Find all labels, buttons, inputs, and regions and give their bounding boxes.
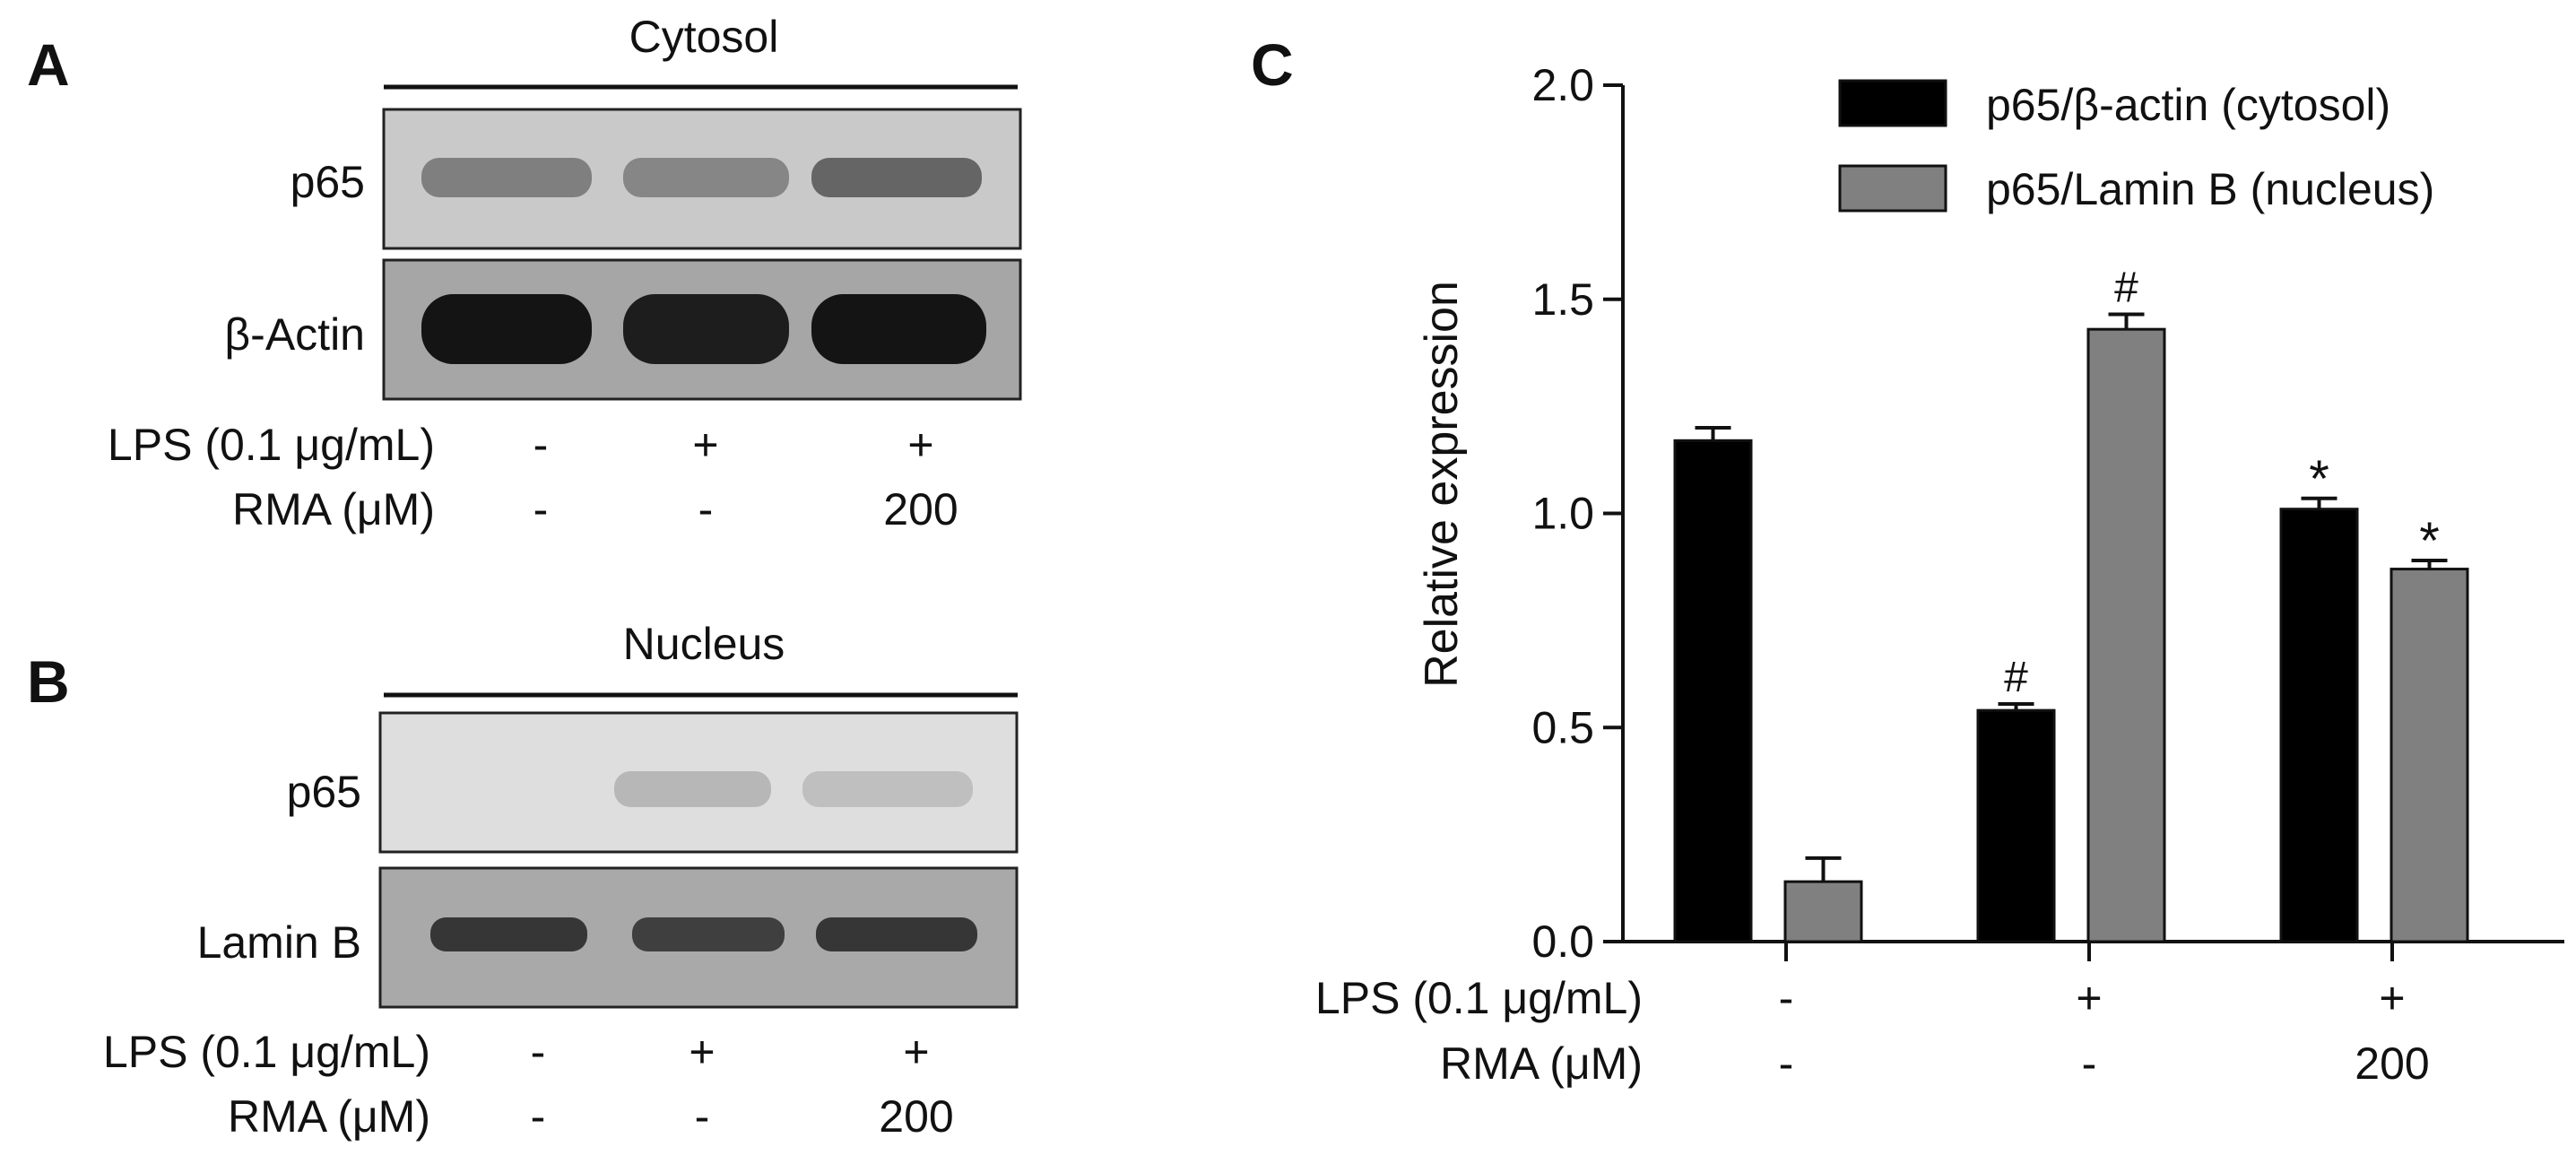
blot-a-2-label: β-Actin	[224, 309, 365, 360]
blot-b-2-label: Lamin B	[197, 917, 361, 968]
panel-b-cond-lps-1: -	[531, 1027, 546, 1077]
panel-a: A Cytosol p65 β-Actin LPS (0.1 μg/mL) - …	[27, 12, 1022, 534]
y-tick-label: 2.0	[1531, 60, 1594, 110]
blot-b-1-label: p65	[287, 767, 361, 817]
band-b-1-lane-2	[614, 771, 771, 807]
y-tick-label: 1.5	[1531, 274, 1594, 325]
band-a-2-lane-2	[623, 294, 789, 364]
legend-swatch-cytosol	[1838, 79, 1947, 127]
panel-b: B Nucleus p65 Lamin B LPS (0.1 μg/mL) - …	[27, 619, 1019, 1142]
significance-mark: *	[2419, 512, 2440, 570]
panel-letter-b: B	[27, 648, 70, 715]
band-a-1-lane-1	[421, 158, 592, 197]
blot-b-1-bands	[614, 771, 973, 807]
panel-b-cond-lps-2: +	[689, 1027, 715, 1077]
panel-c: C Relative expression 0.0 0.5 1.0 1.5 2.0 # *…	[1251, 31, 2564, 1089]
band-b-2-lane-3	[816, 917, 977, 951]
x-axis	[1623, 940, 2564, 961]
band-b-1-lane-3	[802, 771, 973, 807]
panel-c-cond-lps-3: +	[2379, 973, 2405, 1023]
panel-c-cond-rma-label: RMA (μM)	[1440, 1038, 1643, 1089]
band-a-2-lane-1	[421, 294, 592, 364]
band-b-2-lane-2	[632, 917, 785, 951]
panel-b-cond-lps-label: LPS (0.1 μg/mL)	[103, 1027, 430, 1077]
y-axis: 0.0 0.5 1.0 1.5 2.0	[1531, 60, 1625, 967]
band-a-2-lane-3	[811, 294, 986, 364]
bar-series-1-group-1	[1673, 439, 1753, 943]
legend-label-cytosol: p65/β-actin (cytosol)	[1986, 80, 2390, 130]
blot-a-2-bands	[421, 294, 986, 364]
panel-c-cond-lps-2: +	[2076, 973, 2102, 1023]
legend-label-nucleus: p65/Lamin B (nucleus)	[1986, 164, 2434, 214]
significance-mark: #	[2114, 264, 2138, 311]
panel-c-cond-rma-1: -	[1779, 1038, 1794, 1089]
panel-b-cond-lps-3: +	[903, 1027, 929, 1077]
blot-a-1-label: p65	[291, 157, 365, 207]
significance-mark: #	[2004, 654, 2028, 701]
bar-series-1-group-2	[1976, 708, 2056, 943]
legend: p65/β-actin (cytosol) p65/Lamin B (nucle…	[1838, 79, 2434, 214]
y-axis-label: Relative expression	[1416, 281, 1468, 688]
blot-a-1-bands	[421, 158, 982, 197]
panel-a-cond-rma-label: RMA (μM)	[232, 484, 435, 534]
panel-b-cond-rma-3: 200	[879, 1091, 953, 1142]
y-tick-label: 1.0	[1531, 489, 1594, 539]
panel-a-cond-rma-3: 200	[883, 484, 958, 534]
bar-series-2-group-1	[1783, 880, 1863, 943]
panel-a-cond-rma-2: -	[698, 484, 714, 534]
band-a-1-lane-2	[623, 158, 789, 197]
panel-a-cond-lps-1: -	[533, 420, 549, 470]
y-tick-label: 0.5	[1531, 702, 1594, 752]
panel-letter-a: A	[27, 31, 70, 98]
panel-c-cond-lps-1: -	[1779, 973, 1794, 1023]
bar-series-1-group-3	[2279, 508, 2359, 943]
legend-swatch-nucleus	[1838, 164, 1947, 213]
panel-c-cond-rma-2: -	[2082, 1038, 2097, 1089]
panel-b-cond-rma-2: -	[695, 1091, 710, 1142]
panel-c-cond-lps-label: LPS (0.1 μg/mL)	[1315, 973, 1643, 1023]
panel-c-cond-rma-3: 200	[2355, 1038, 2429, 1089]
panel-b-cond-rma-label: RMA (μM)	[228, 1091, 430, 1142]
bar-series-2-group-2	[2086, 327, 2166, 943]
panel-a-header: Cytosol	[629, 12, 779, 62]
panel-a-cond-lps-3: +	[907, 420, 933, 470]
panel-a-cond-lps-2: +	[692, 420, 718, 470]
band-a-1-lane-3	[811, 158, 982, 197]
panel-a-cond-lps-label: LPS (0.1 μg/mL)	[108, 420, 435, 470]
panel-b-cond-rma-1: -	[531, 1091, 546, 1142]
panel-b-header: Nucleus	[623, 619, 785, 669]
panel-letter-c: C	[1251, 31, 1294, 98]
panel-a-cond-rma-1: -	[533, 484, 549, 534]
y-tick-label: 0.0	[1531, 916, 1594, 967]
bar-series-2-group-3	[2390, 568, 2469, 943]
band-b-2-lane-1	[430, 917, 587, 951]
significance-mark: *	[2309, 450, 2329, 508]
bars: # * # *	[1673, 264, 2469, 943]
blot-b-2-bands	[430, 917, 977, 951]
